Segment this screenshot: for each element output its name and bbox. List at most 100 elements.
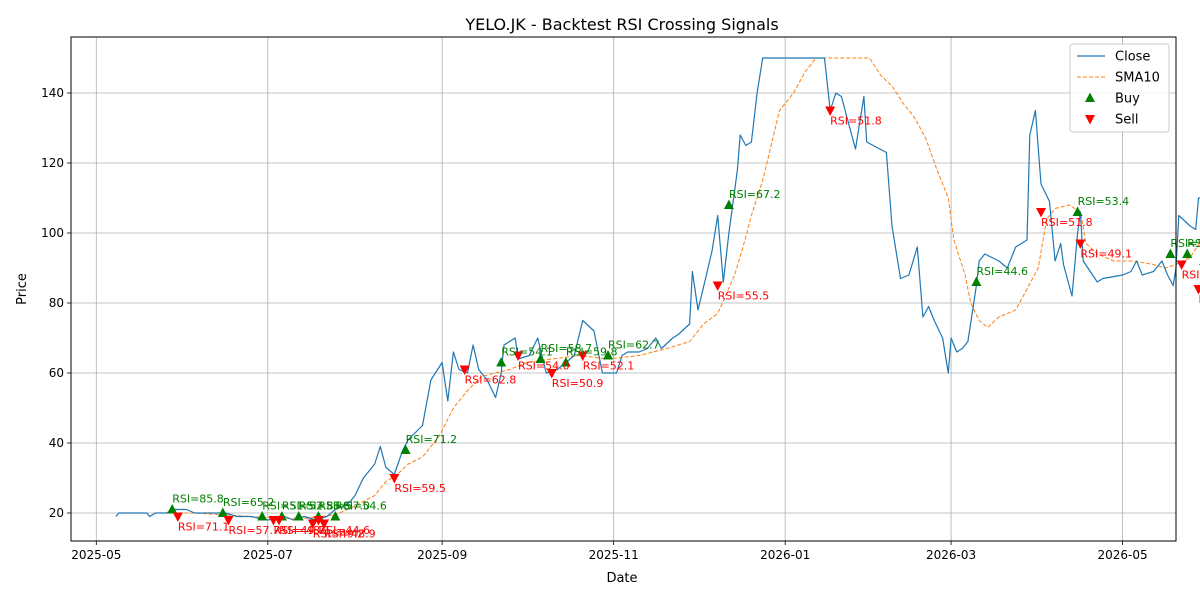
sell-signal-marker — [313, 516, 324, 526]
buy-signal-marker — [560, 357, 571, 367]
sell-signal-marker — [513, 351, 524, 361]
buy-signal-label: RSI=51.6 — [1170, 237, 1200, 250]
buy-signal-marker — [1182, 248, 1193, 258]
x-tick-label: 2026-05 — [1098, 548, 1148, 562]
sell-signal-marker — [307, 519, 318, 529]
buy-signal-marker — [217, 507, 228, 517]
x-tick-label: 2025-09 — [417, 548, 467, 562]
buy-signal-marker — [293, 511, 304, 521]
buy-signal-label: RSI=58.6 — [299, 500, 351, 513]
buy-signal-marker — [535, 353, 546, 363]
buy-signal-marker — [971, 276, 982, 286]
legend-buy-swatch — [1085, 92, 1095, 102]
x-axis: 2025-05 2025-07 2025-09 2025-11 2026-01 2026-… — [71, 541, 1148, 562]
legend-sell-swatch — [1085, 115, 1095, 125]
sell-signal-label: RSI=44.6 — [318, 524, 370, 537]
buy-signal-marker — [167, 504, 178, 514]
sell-signal-label: RSI=51.8 — [1041, 216, 1093, 229]
y-axis-label: Price — [15, 273, 30, 305]
sell-signal-marker — [1193, 285, 1200, 295]
sell-signal-label: RSI=49.2 — [313, 528, 365, 541]
buy-signal-marker — [496, 357, 507, 367]
buy-signal-label: RSI=57.0 — [318, 500, 370, 513]
chart-title: YELO.JK - Backtest RSI Crossing Signals — [464, 15, 778, 34]
sell-signal-marker — [546, 369, 557, 379]
y-axis: 20 40 60 80 100 120 140 — [41, 86, 71, 520]
grid-layer — [71, 37, 1176, 541]
buy-signal-label: RSI=53.4 — [1078, 195, 1130, 208]
buy-signal-marker — [603, 350, 614, 360]
sell-signal-marker — [223, 516, 234, 526]
buy-signal-label: RSI=58.7 — [541, 342, 593, 355]
buy-signal-marker — [257, 511, 268, 521]
sell-signal-marker — [712, 281, 723, 291]
x-tick-label: 2025-11 — [589, 548, 639, 562]
legend-close-label: Close — [1115, 50, 1150, 65]
x-tick-label: 2025-05 — [71, 548, 121, 562]
sell-signal-marker — [459, 365, 470, 375]
buy-signal-label: RSI=62.7 — [608, 339, 660, 352]
sell-signal-marker — [319, 519, 330, 529]
x-tick-label: 2026-01 — [760, 548, 810, 562]
buy-signal-label: RSI=65.2 — [223, 496, 275, 509]
sell-signal-label: RSI=49.1 — [1080, 248, 1132, 261]
buy-signal-label: RSI=54.1 — [501, 346, 553, 359]
buy-signal-label: RSI=49.1 — [1187, 237, 1200, 250]
sell-signal-label: RSI=49.7 — [273, 524, 325, 537]
y-tick-label: 100 — [41, 226, 64, 240]
sell-signal-label: RSI=47.1 — [1182, 269, 1200, 282]
sell-signal-marker — [825, 106, 836, 116]
x-tick-label: 2025-07 — [243, 548, 293, 562]
buy-signal-label: RSI=52.8 — [282, 500, 334, 513]
buy-signal-marker — [400, 444, 411, 454]
sell-signal-marker — [389, 474, 400, 484]
buy-signal-marker — [723, 199, 734, 209]
y-tick-label: 80 — [49, 296, 64, 310]
plot-area-frame — [70, 36, 1177, 542]
sell-signal-label: RSI=71.1 — [178, 521, 230, 534]
signal-markers — [167, 106, 1200, 529]
sell-signal-label: RSI=62.8 — [465, 374, 517, 387]
legend-sell-label: Sell — [1115, 113, 1138, 128]
y-tick-label: 40 — [49, 436, 64, 450]
close-price-line — [115, 57, 1200, 521]
buy-signal-label: RSI=54.6 — [335, 500, 387, 513]
sell-signal-label: RSI=42.8 — [1198, 293, 1200, 306]
buy-signal-label: RSI=59.8 — [566, 346, 618, 359]
x-axis-label: Date — [606, 571, 637, 586]
sell-signal-marker — [172, 512, 183, 522]
buy-signal-label: RSI=51.5 — [262, 500, 314, 513]
sell-signal-marker — [1036, 208, 1047, 218]
sell-signal-label: RSI=59.5 — [394, 482, 446, 495]
legend-buy-label: Buy — [1115, 92, 1140, 107]
sell-signal-label: RSI=48.1 — [279, 524, 331, 537]
sell-signal-label: RSI=57.7 — [228, 524, 280, 537]
sma10-line — [166, 57, 1200, 519]
sell-signal-marker — [577, 351, 588, 361]
legend-box — [1069, 43, 1170, 133]
buy-signal-label: RSI=67.2 — [729, 188, 781, 201]
buy-signal-marker — [1072, 206, 1083, 216]
sell-signal-label: RSI=55.5 — [718, 290, 770, 303]
close-series — [115, 57, 1200, 521]
sell-signal-label: RSI=51.8 — [830, 115, 882, 128]
legend: Close SMA10 Buy Sell — [1069, 43, 1170, 133]
legend-sma10-label: SMA10 — [1115, 71, 1160, 86]
y-tick-label: 140 — [41, 86, 64, 100]
signal-labels: RSI=85.8 RSI=65.2RSI=51.5RSI=52.8RSI=58.6… — [172, 115, 1200, 541]
x-tick-label: 2026-03 — [926, 548, 976, 562]
sell-signal-marker — [1176, 260, 1187, 270]
buy-signal-label: RSI=85.8 — [172, 493, 224, 506]
sell-signal-label: RSI=50.9 — [552, 377, 604, 390]
buy-signal-marker — [330, 511, 341, 521]
buy-signal-label: RSI=44.6 — [976, 265, 1028, 278]
y-tick-label: 60 — [49, 366, 64, 380]
buy-signal-label: RSI=71.2 — [406, 433, 458, 446]
sell-signal-marker — [274, 516, 285, 526]
sma10-series — [166, 57, 1200, 519]
sell-signal-label: RSI=52.1 — [583, 360, 635, 373]
sell-signal-label: RSI=54.0 — [518, 360, 570, 373]
sell-signal-marker — [1075, 239, 1086, 249]
